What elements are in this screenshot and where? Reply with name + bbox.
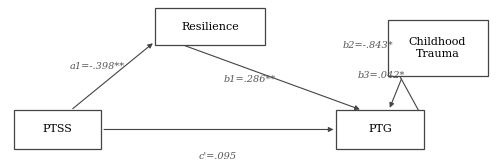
FancyBboxPatch shape [388, 20, 488, 76]
FancyBboxPatch shape [336, 110, 424, 149]
Text: Resilience: Resilience [181, 22, 239, 32]
Text: PTSS: PTSS [42, 124, 72, 134]
FancyBboxPatch shape [14, 110, 101, 149]
Text: b2=-.843*: b2=-.843* [342, 41, 393, 50]
Text: b1=.286**: b1=.286** [224, 75, 276, 84]
FancyBboxPatch shape [155, 8, 265, 45]
Text: Childhood
Trauma: Childhood Trauma [409, 37, 466, 59]
Text: a1=-.398**: a1=-.398** [70, 62, 125, 71]
Text: b3=.042*: b3=.042* [358, 71, 405, 80]
Text: PTG: PTG [368, 124, 392, 134]
Text: c'=.095: c'=.095 [198, 152, 236, 161]
